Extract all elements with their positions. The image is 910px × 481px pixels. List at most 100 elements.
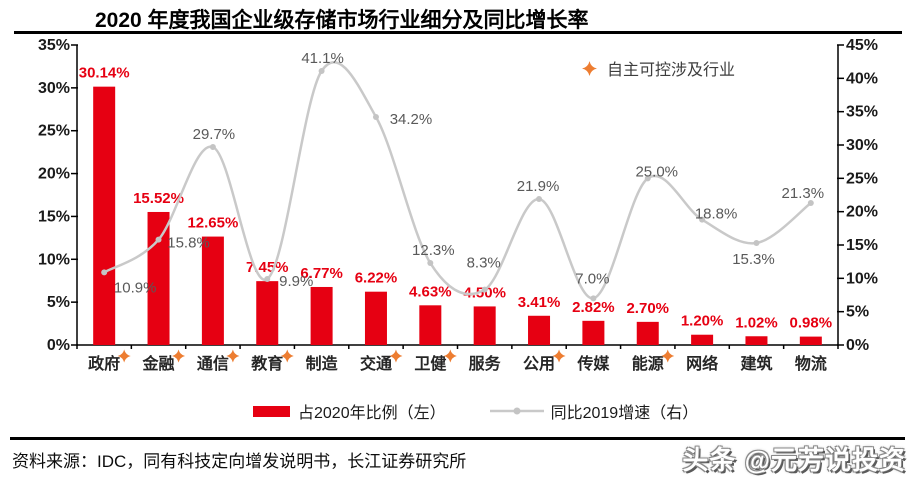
bar-value-label: 15.52% bbox=[133, 190, 184, 207]
right-axis-tick-label: 40% bbox=[846, 70, 878, 87]
bar bbox=[364, 291, 387, 345]
category-label: 卫健 bbox=[414, 354, 446, 373]
line-value-label: 18.8% bbox=[695, 206, 738, 223]
bar-value-label: 0.98% bbox=[790, 315, 833, 332]
left-axis-tick-label: 15% bbox=[38, 208, 70, 225]
legend-bar-label: 占2020年比例（左） bbox=[298, 405, 446, 422]
line-value-label: 7.0% bbox=[575, 270, 609, 287]
star-legend-label: 自主可控涉及行业 bbox=[607, 62, 736, 79]
line-point bbox=[101, 269, 108, 276]
category-label: 交通 bbox=[360, 354, 392, 373]
line-value-label: 29.7% bbox=[193, 126, 236, 143]
star-icon bbox=[443, 349, 457, 363]
line-point bbox=[372, 114, 379, 120]
chart-legend: 占2020年比例（左） 同比2019增速（右） bbox=[253, 399, 698, 423]
line-point bbox=[481, 286, 488, 293]
star-icon bbox=[226, 349, 240, 363]
legend-line-swatch bbox=[489, 407, 544, 415]
line-value-label: 15.8% bbox=[167, 235, 210, 252]
bar-value-label: 6.77% bbox=[300, 265, 343, 282]
bar-value-label: 2.70% bbox=[626, 300, 669, 317]
line-point bbox=[209, 144, 216, 150]
star-icon bbox=[117, 349, 131, 363]
bar bbox=[799, 336, 822, 345]
bar-value-label: 4.50% bbox=[463, 284, 506, 301]
footer-rule bbox=[10, 437, 905, 440]
line-value-label: 9.9% bbox=[279, 273, 313, 290]
star-icon bbox=[280, 349, 294, 363]
category-label: 通信 bbox=[197, 354, 229, 373]
source-note: 资料来源：IDC，同有科技定向增发说明书，长江证券研究所 bbox=[12, 452, 467, 471]
bar-value-label: 30.14% bbox=[79, 65, 130, 82]
right-axis-tick-label: 5% bbox=[846, 304, 869, 321]
bar-value-label: 2.82% bbox=[572, 299, 615, 316]
right-axis-tick-label: 20% bbox=[846, 204, 878, 221]
line-point bbox=[427, 260, 434, 266]
left-axis-tick-label: 0% bbox=[47, 337, 70, 354]
watermark: 头条 @元芳说投资 bbox=[682, 445, 906, 475]
bar bbox=[256, 281, 279, 345]
line-value-label: 21.9% bbox=[517, 178, 560, 195]
category-label: 金融 bbox=[142, 354, 175, 373]
star-icon bbox=[552, 349, 566, 363]
bar bbox=[473, 306, 496, 345]
bar bbox=[691, 334, 714, 345]
star-icon bbox=[172, 349, 186, 363]
bar bbox=[310, 286, 333, 345]
legend-line-label: 同比2019增速（右） bbox=[550, 405, 699, 422]
line-point bbox=[536, 196, 543, 202]
right-axis-tick-label: 45% bbox=[846, 37, 878, 54]
line-point bbox=[753, 240, 760, 246]
line-value-label: 10.9% bbox=[114, 279, 157, 296]
bar-value-label: 6.22% bbox=[355, 270, 398, 287]
line-point bbox=[807, 200, 814, 206]
bar bbox=[528, 315, 551, 345]
line-value-label: 12.3% bbox=[412, 242, 455, 259]
bar bbox=[636, 321, 659, 345]
line-value-label: 34.2% bbox=[390, 111, 433, 128]
category-label: 政府 bbox=[88, 354, 120, 373]
line-value-label: 25.0% bbox=[635, 163, 678, 180]
left-axis-tick-label: 10% bbox=[38, 251, 70, 268]
bar bbox=[93, 86, 116, 346]
bar bbox=[419, 305, 442, 345]
left-axis-tick-label: 25% bbox=[38, 123, 70, 140]
title-rule bbox=[14, 31, 902, 34]
right-axis-tick-label: 10% bbox=[846, 270, 878, 287]
left-axis-tick-label: 35% bbox=[38, 37, 70, 54]
bar bbox=[745, 336, 768, 345]
line-point bbox=[264, 276, 271, 282]
bar bbox=[201, 236, 224, 345]
line-value-label: 8.3% bbox=[467, 255, 501, 272]
legend-bar-swatch bbox=[253, 405, 290, 417]
category-label: 建筑 bbox=[740, 354, 772, 373]
line-point bbox=[699, 216, 706, 223]
bar bbox=[582, 320, 605, 345]
category-label: 能源 bbox=[632, 354, 664, 373]
bar-value-label: 3.41% bbox=[518, 294, 561, 311]
axes bbox=[76, 45, 839, 346]
left-axis-tick-label: 20% bbox=[38, 166, 70, 183]
line-value-label: 41.1% bbox=[301, 50, 344, 67]
right-axis-tick-label: 30% bbox=[846, 137, 878, 154]
bar-value-label: 1.20% bbox=[681, 313, 724, 330]
line-value-label: 15.3% bbox=[732, 251, 775, 268]
category-label: 网络 bbox=[686, 354, 718, 373]
category-label: 制造 bbox=[306, 354, 339, 373]
star-icon bbox=[661, 349, 675, 363]
right-axis-tick-label: 35% bbox=[846, 104, 878, 121]
left-axis-tick-label: 30% bbox=[38, 80, 70, 97]
star-icon bbox=[389, 349, 403, 363]
line-point bbox=[318, 68, 325, 74]
left-axis-tick-label: 5% bbox=[47, 294, 70, 311]
category-label: 物流 bbox=[795, 354, 827, 373]
right-axis-tick-label: 0% bbox=[846, 337, 869, 354]
chart-title: 2020 年度我国企业级存储市场行业细分及同比增长率 bbox=[95, 9, 589, 32]
category-label: 教育 bbox=[251, 354, 283, 373]
right-axis-tick-label: 15% bbox=[846, 237, 878, 254]
bar-value-label: 12.65% bbox=[187, 215, 238, 232]
category-label: 服务 bbox=[469, 354, 502, 373]
line-point bbox=[590, 295, 597, 302]
